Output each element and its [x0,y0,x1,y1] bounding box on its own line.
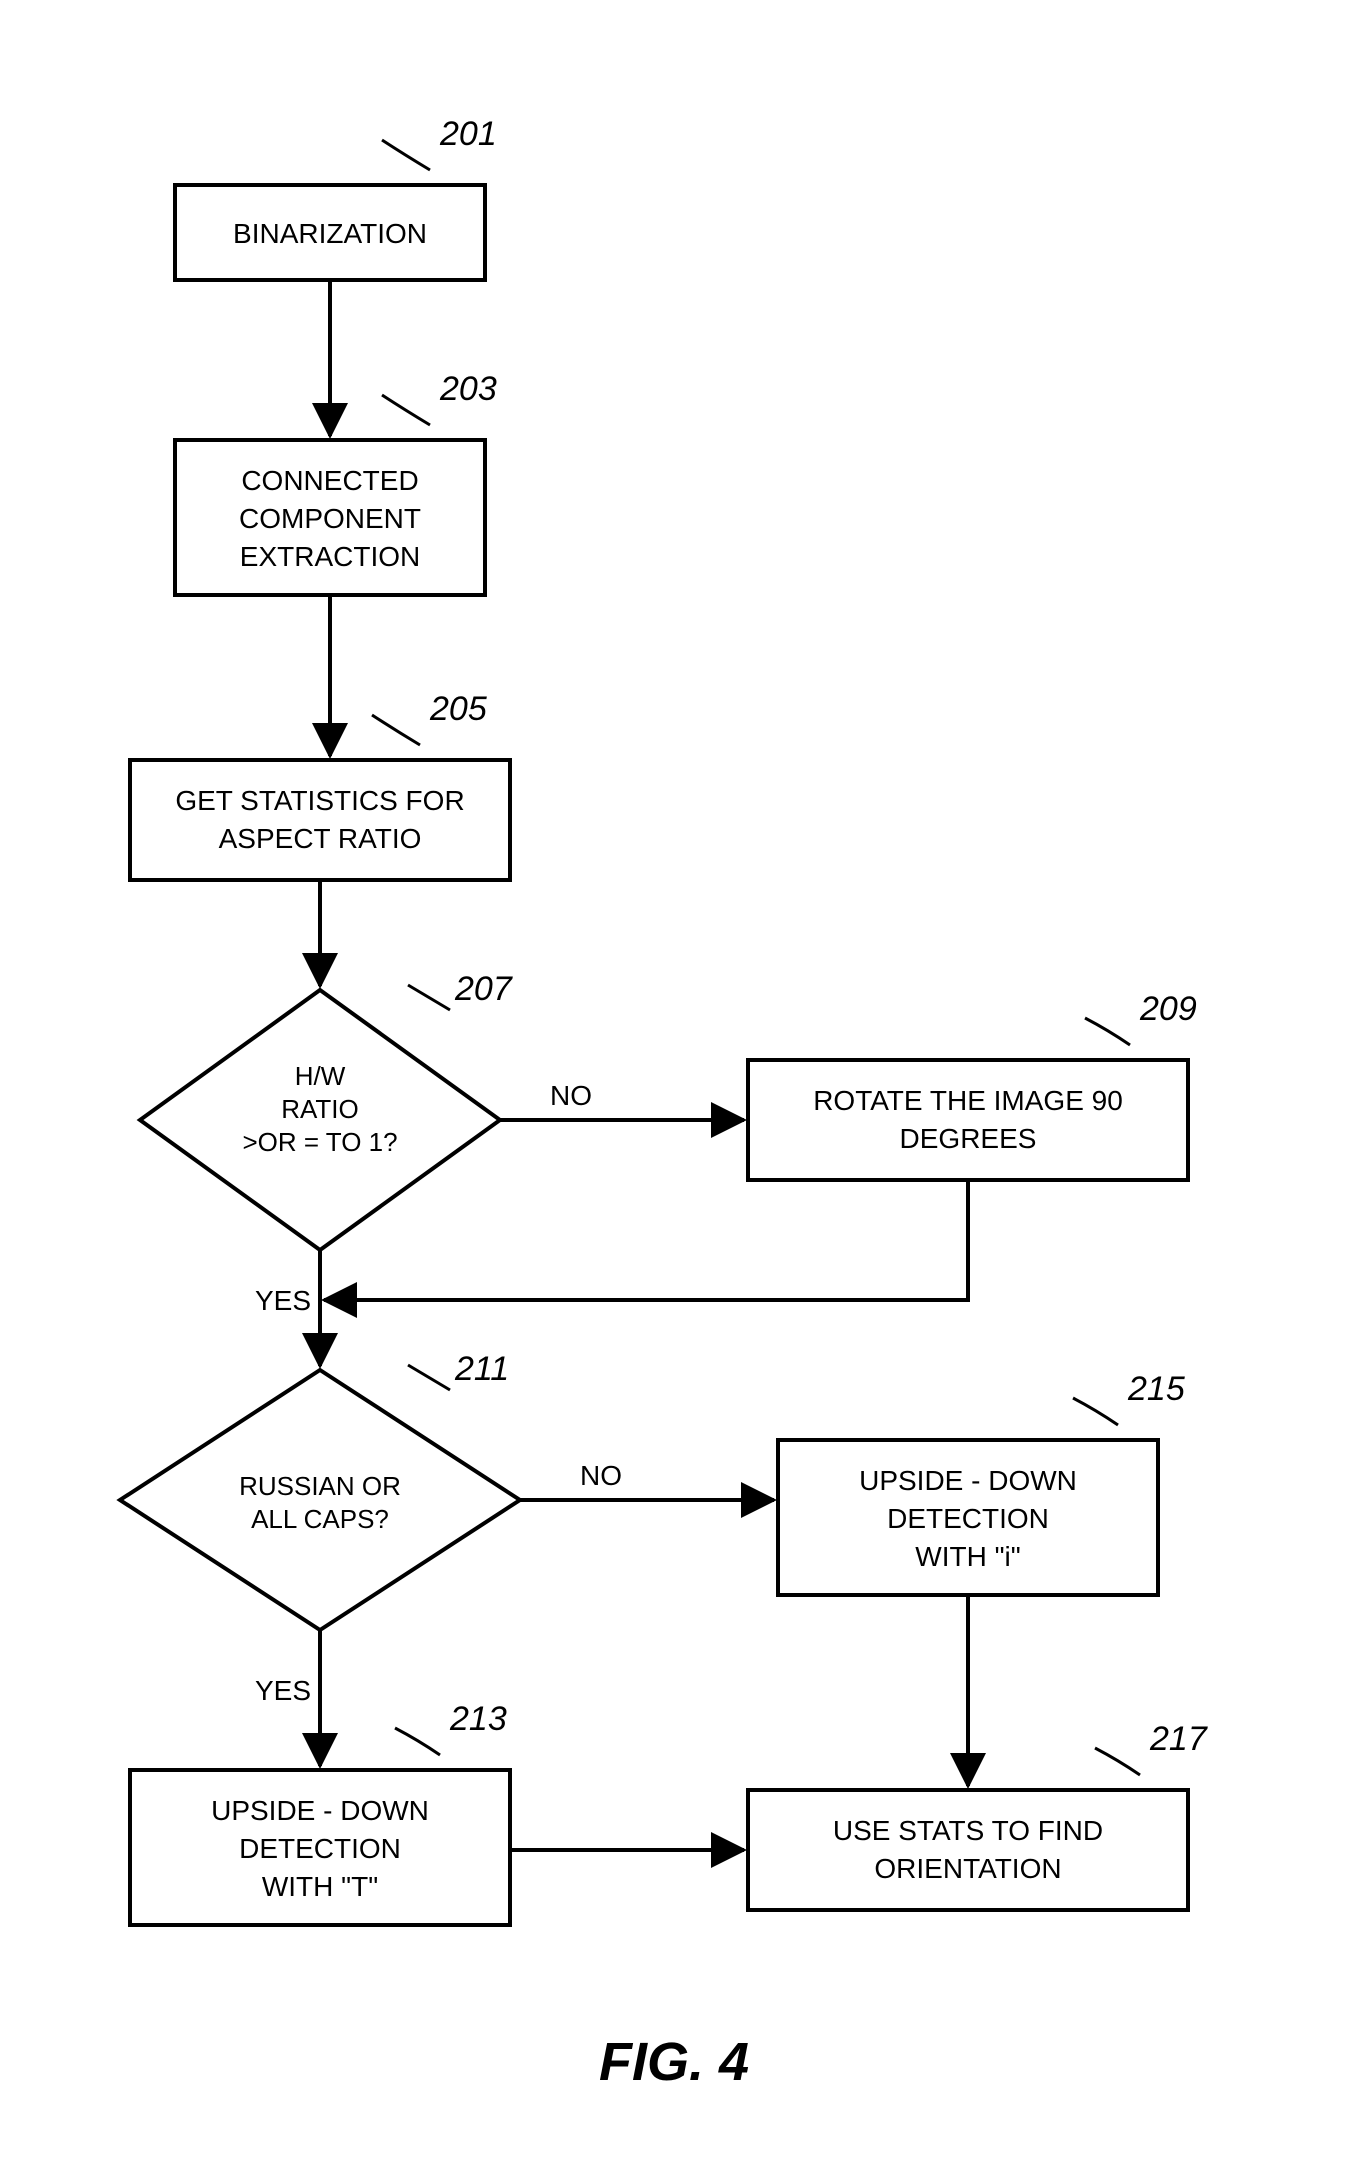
node-207-text-0: H/W [295,1061,346,1091]
node-207-text-1: RATIO [281,1094,359,1124]
ref-213: 213 [449,1700,507,1738]
node-217: USE STATS TO FIND ORIENTATION 217 [748,1720,1208,1910]
node-205-text-0: GET STATISTICS FOR [175,785,464,816]
ref-211: 211 [454,1350,509,1388]
ref-201: 201 [439,115,497,153]
ref-209: 209 [1139,990,1197,1028]
edge-label-211-no: NO [580,1460,622,1491]
ref-215: 215 [1127,1370,1185,1408]
node-207: H/W RATIO >OR = TO 1? 207 [140,970,513,1250]
edge-label-207-yes: YES [255,1285,311,1316]
ref-203: 203 [439,370,497,408]
node-217-text-1: ORIENTATION [874,1853,1061,1884]
node-211-text-0: RUSSIAN OR [239,1471,401,1501]
node-211-text-1: ALL CAPS? [251,1504,389,1534]
node-207-text-2: >OR = TO 1? [242,1127,397,1157]
node-213-text-1: DETECTION [239,1833,401,1864]
node-209-text-1: DEGREES [900,1123,1037,1154]
node-201-text: BINARIZATION [233,218,427,249]
edge-label-207-no: NO [550,1080,592,1111]
node-215-text-2: WITH "i" [915,1541,1020,1572]
node-201: BINARIZATION 201 [175,115,497,280]
edge-label-211-yes: YES [255,1675,311,1706]
node-203-text-2: EXTRACTION [240,541,420,572]
node-205: GET STATISTICS FOR ASPECT RATIO 205 [130,690,510,880]
node-209-text-0: ROTATE THE IMAGE 90 [813,1085,1123,1116]
node-215: UPSIDE - DOWN DETECTION WITH "i" 215 [778,1370,1185,1595]
node-213-text-0: UPSIDE - DOWN [211,1795,429,1826]
node-205-text-1: ASPECT RATIO [219,823,422,854]
flowchart: BINARIZATION 201 CONNECTED COMPONENT EXT… [0,0,1349,2169]
node-209: ROTATE THE IMAGE 90 DEGREES 209 [748,990,1197,1180]
figure-label: FIG. 4 [599,2032,749,2092]
node-203-text-0: CONNECTED [241,465,418,496]
ref-205: 205 [429,690,487,728]
node-217-text-0: USE STATS TO FIND [833,1815,1103,1846]
edge-209-merge [324,1180,968,1300]
node-213-text-2: WITH "T" [262,1871,378,1902]
node-203: CONNECTED COMPONENT EXTRACTION 203 [175,370,497,595]
node-203-text-1: COMPONENT [239,503,421,534]
node-211: RUSSIAN OR ALL CAPS? 211 [120,1350,520,1630]
node-215-text-1: DETECTION [887,1503,1049,1534]
ref-217: 217 [1149,1720,1208,1758]
ref-207: 207 [454,970,513,1008]
node-215-text-0: UPSIDE - DOWN [859,1465,1077,1496]
